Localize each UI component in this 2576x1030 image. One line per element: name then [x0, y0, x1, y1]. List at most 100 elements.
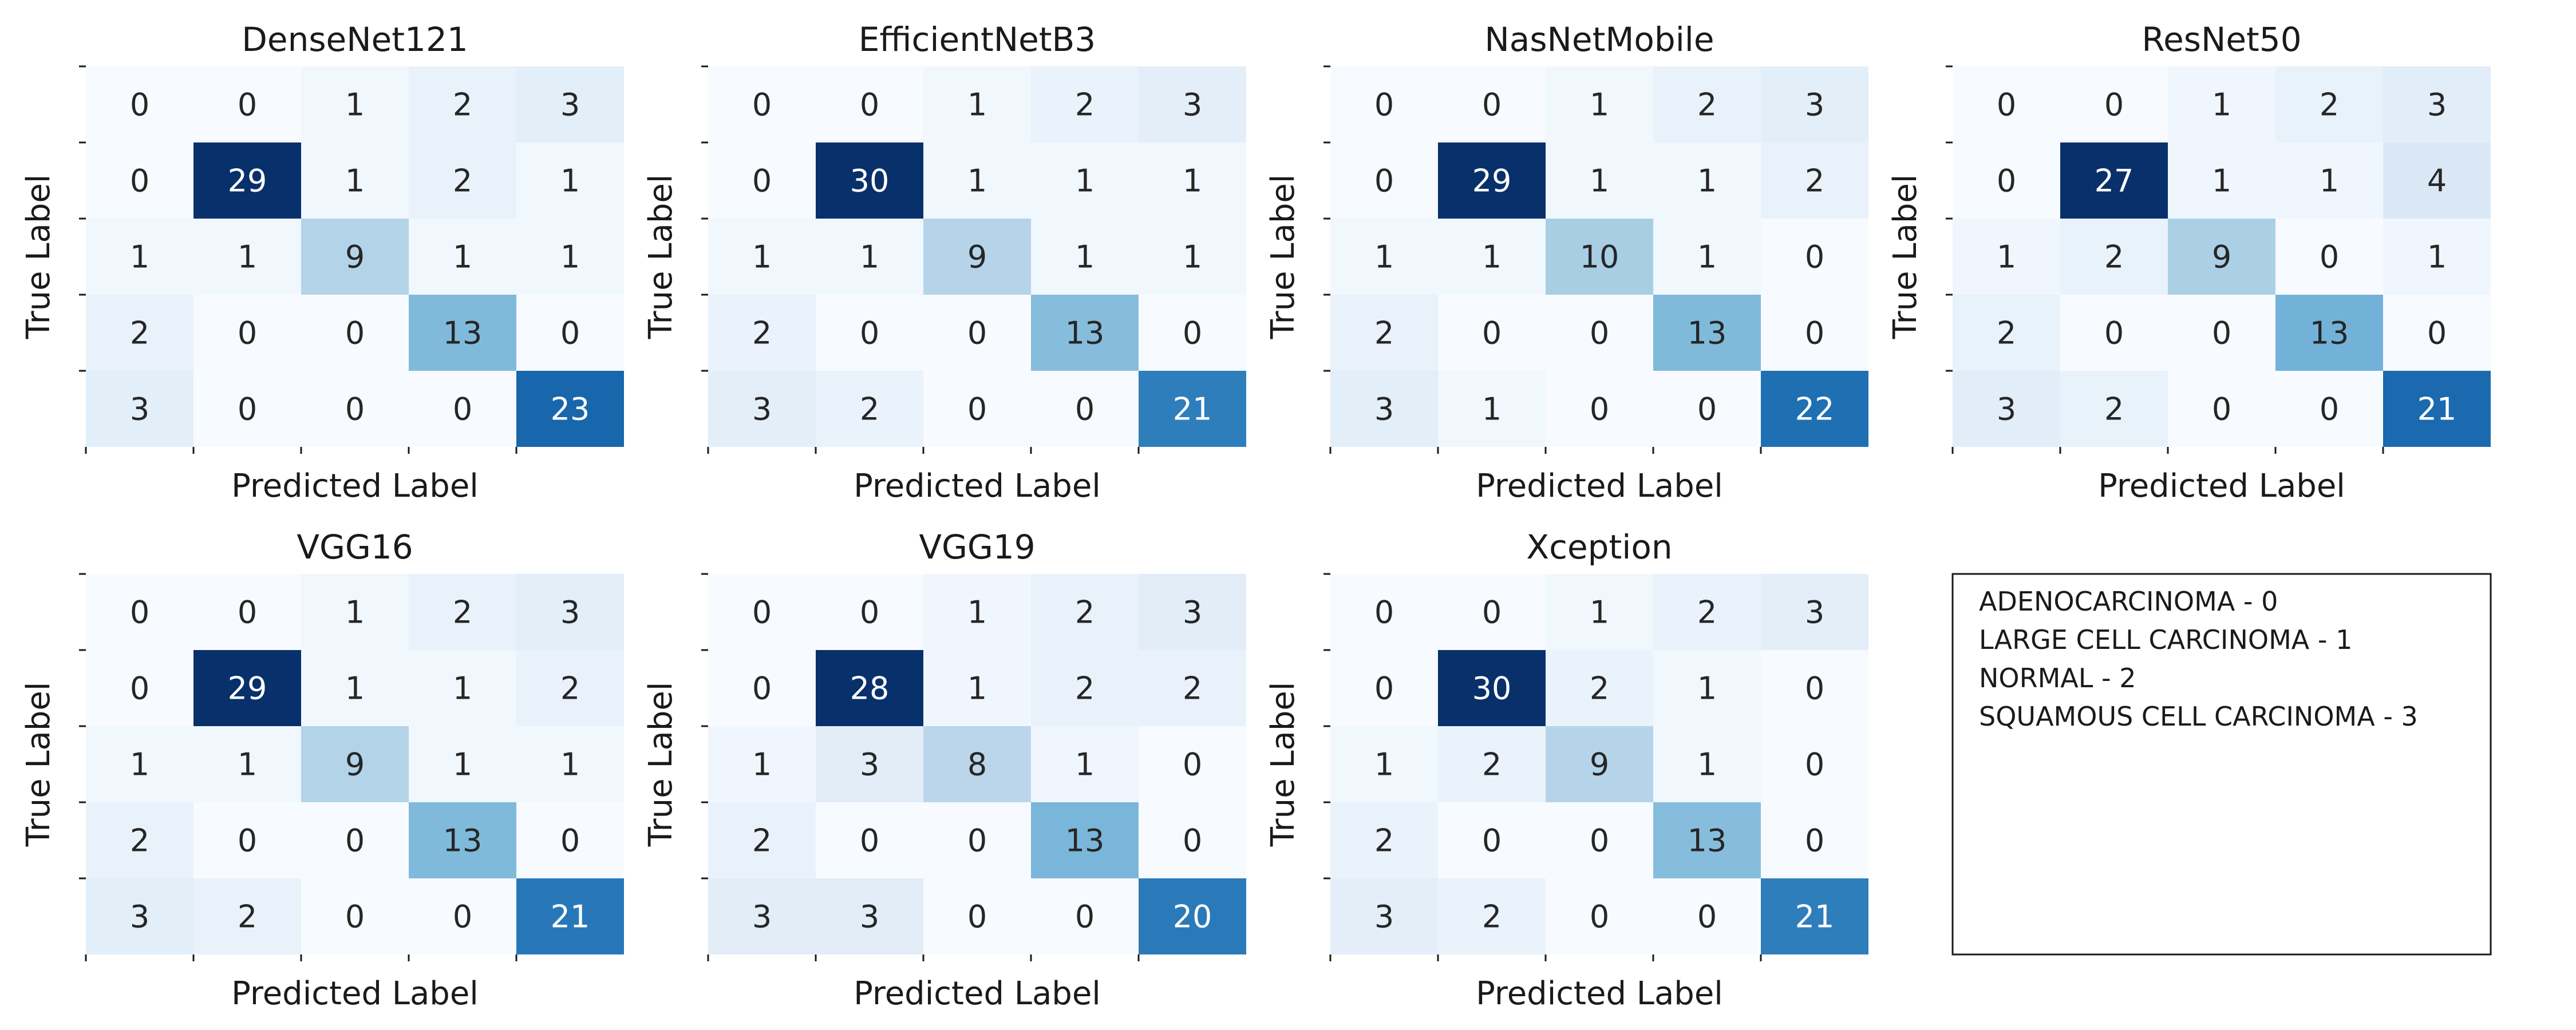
heatmap-cell [1653, 726, 1761, 802]
heatmap-cell [301, 726, 409, 802]
cell-value: 0 [967, 823, 987, 859]
y-axis-label: True Label [20, 682, 57, 847]
heatmap-cell [86, 650, 193, 726]
x-axis-label: Predicted Label [1476, 468, 1723, 505]
heatmap-cell [708, 142, 816, 219]
heatmap-cell [2168, 66, 2275, 142]
heatmap-cell [816, 142, 923, 219]
heatmap-cell [1139, 219, 1246, 295]
heatmap-cell [1330, 142, 1438, 219]
heatmap-cell [1761, 295, 1868, 371]
heatmap-cell [2383, 371, 2491, 447]
heatmap-cell [1761, 726, 1868, 802]
cell-value: 0 [1374, 671, 1394, 707]
cell-value: 1 [2427, 239, 2447, 275]
heatmap-cell [1139, 802, 1246, 878]
heatmap-cell [1139, 574, 1246, 650]
cell-value: 0 [2104, 87, 2124, 123]
cell-value: 0 [1590, 899, 1609, 935]
cell-value: 0 [1590, 315, 1609, 351]
heatmap-cell [2383, 295, 2491, 371]
heatmap-cell [2275, 295, 2383, 371]
cell-value: 2 [1075, 671, 1095, 707]
cell-value: 1 [560, 747, 580, 783]
heatmap-cell [1031, 650, 1139, 726]
cell-value: 9 [345, 239, 365, 275]
cell-value: 1 [752, 239, 772, 275]
cell-value: 3 [130, 391, 149, 427]
cell-value: 1 [1482, 391, 1502, 427]
cell-value: 20 [1173, 899, 1212, 935]
cell-value: 1 [1997, 239, 2016, 275]
heatmap-cell [86, 66, 193, 142]
heatmap-cell [2168, 295, 2275, 371]
heatmap-cell [1031, 878, 1139, 954]
heatmap-cell [516, 371, 624, 447]
heatmap-cell [1546, 802, 1653, 878]
heatmap-cell [1546, 878, 1653, 954]
cell-value: 0 [345, 899, 365, 935]
heatmap-cell [1761, 66, 1868, 142]
heatmap-cell [1330, 219, 1438, 295]
cell-value: 1 [130, 239, 149, 275]
heatmap-cell [516, 802, 624, 878]
cell-value: 3 [752, 899, 772, 935]
heatmap-cell [923, 142, 1031, 219]
cell-value: 2 [560, 671, 580, 707]
heatmap-cell [1330, 650, 1438, 726]
cell-value: 2 [860, 391, 879, 427]
cell-value: 29 [228, 163, 267, 199]
cell-value: 0 [238, 87, 257, 123]
heatmap-cell [409, 219, 516, 295]
heatmap-cell [923, 802, 1031, 878]
heatmap-cell [86, 295, 193, 371]
heatmap-cell [2275, 371, 2383, 447]
heatmap-cell [409, 66, 516, 142]
cell-value: 1 [130, 747, 149, 783]
cell-value: 1 [1075, 163, 1095, 199]
cell-value: 0 [1590, 823, 1609, 859]
cell-value: 0 [1997, 87, 2016, 123]
heatmap-cell [923, 650, 1031, 726]
heatmap-cell [816, 219, 923, 295]
cell-value: 27 [2095, 163, 2134, 199]
heatmap-cell [1761, 219, 1868, 295]
cell-value: 3 [560, 595, 580, 631]
heatmap-cell [1653, 371, 1761, 447]
heatmap-cell [1139, 371, 1246, 447]
heatmap-cell [1546, 142, 1653, 219]
chart-title: NasNetMobile [1484, 20, 1714, 59]
cell-value: 0 [1697, 391, 1717, 427]
cell-value: 1 [2212, 87, 2231, 123]
cell-value: 30 [850, 163, 890, 199]
heatmap-cell [2383, 142, 2491, 219]
cell-value: 9 [1590, 747, 1609, 783]
heatmap-cell [816, 802, 923, 878]
heatmap-cell [1438, 574, 1546, 650]
cell-value: 3 [860, 899, 879, 935]
heatmap-cell [1653, 66, 1761, 142]
cell-value: 0 [860, 595, 879, 631]
cell-value: 2 [1697, 87, 1717, 123]
x-axis-label: Predicted Label [1476, 975, 1723, 1012]
cell-value: 0 [860, 315, 879, 351]
heatmap-cell [1139, 726, 1246, 802]
heatmap-cell [923, 219, 1031, 295]
heatmap-cell [516, 878, 624, 954]
chart-title: DenseNet121 [242, 20, 468, 59]
heatmap-cell [193, 142, 301, 219]
heatmap-cell [86, 802, 193, 878]
cell-value: 0 [1997, 163, 2016, 199]
heatmap-cell [1438, 371, 1546, 447]
heatmap-cell [86, 219, 193, 295]
heatmap-cell [516, 650, 624, 726]
heatmap-cell [1139, 66, 1246, 142]
cell-value: 1 [967, 163, 987, 199]
heatmap-cell [708, 802, 816, 878]
heatmap-cell [2060, 142, 2168, 219]
cell-value: 1 [1697, 239, 1717, 275]
cell-value: 0 [1805, 823, 1824, 859]
cell-value: 0 [1805, 747, 1824, 783]
cell-value: 13 [443, 823, 483, 859]
cell-value: 1 [560, 239, 580, 275]
